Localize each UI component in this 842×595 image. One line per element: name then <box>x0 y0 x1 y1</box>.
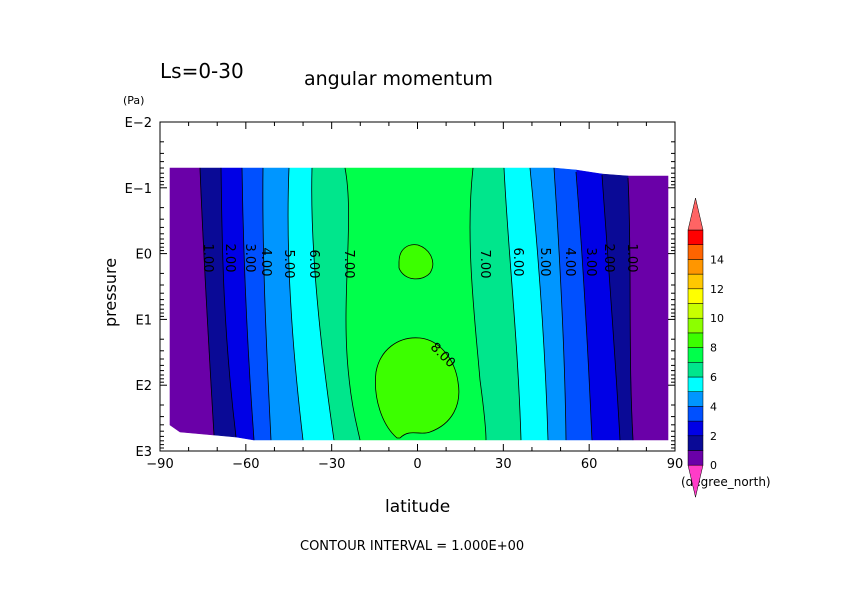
colorbar-swatch <box>687 450 704 466</box>
contour-band-0-1 <box>627 175 669 441</box>
colorbar-swatch <box>687 362 704 378</box>
chart-subtitle: Ls=0-30 <box>160 59 244 83</box>
colorbar-tick-label: 8 <box>710 342 717 355</box>
contour-line-8-center-small <box>398 244 434 280</box>
contour-label: 3.00 <box>242 244 257 273</box>
colorbar-under-triangle <box>687 464 704 498</box>
contour-fill <box>169 167 669 441</box>
x-tick-label: 60 <box>581 457 598 472</box>
contour-label: 1.00 <box>200 244 215 273</box>
colorbar-swatch <box>687 332 704 348</box>
y-tick-label: E0 <box>136 248 153 263</box>
x-tick-label: −30 <box>318 457 345 472</box>
contour-label: 7.00 <box>341 250 356 279</box>
x-unit-label: (degree_north) <box>681 475 771 489</box>
contour-line-4-right <box>553 167 567 441</box>
contour-label: 7.00 <box>477 250 492 279</box>
contour-line-1-right <box>627 177 634 441</box>
colorbar-tick-label: 4 <box>710 400 717 413</box>
colorbar-swatch <box>687 391 704 407</box>
x-tick-label: 0 <box>413 457 421 472</box>
colorbar-tick-label: 10 <box>710 312 724 325</box>
colorbar-swatch <box>687 406 704 422</box>
colorbar-swatch <box>687 376 704 392</box>
colorbar-swatch <box>687 244 704 260</box>
colorbar-tick-label: 2 <box>710 430 717 443</box>
contour-label: 5.00 <box>281 250 296 279</box>
contour-line-3-right <box>575 171 593 441</box>
colorbar-swatch <box>687 317 704 334</box>
contour-label: 2.00 <box>222 244 237 273</box>
colorbar: 0 2 4 6 8 10 12 14 <box>687 197 724 498</box>
y-tick-label: E1 <box>136 313 153 328</box>
colorbar-tick-label: 6 <box>710 371 717 384</box>
colorbar-swatch <box>687 259 704 275</box>
contour-line-8-center-large <box>375 337 460 439</box>
x-tick-label: 90 <box>667 457 684 472</box>
contour-line-1-left <box>199 167 215 436</box>
colorbar-swatch <box>687 229 704 245</box>
colorbar-tick-label: 12 <box>710 283 724 296</box>
contour-label: 4.00 <box>258 248 273 277</box>
y-unit-label: (Pa) <box>123 94 144 107</box>
contour-line-5-left <box>287 167 304 441</box>
contour-lines <box>199 167 634 441</box>
y-axis-label: pressure <box>101 258 120 327</box>
colorbar-swatch <box>687 288 704 304</box>
y-tick-label: E−1 <box>125 182 152 197</box>
x-tick-label: −60 <box>232 457 259 472</box>
colorbar-swatch <box>687 420 704 437</box>
contour-line-3-left <box>241 167 255 441</box>
contour-line-4-left <box>262 167 272 441</box>
colorbar-swatch <box>687 347 704 363</box>
colorbar-swatch <box>687 435 704 451</box>
contour-label: 6.00 <box>306 250 321 279</box>
contour-line-2-left <box>220 167 237 438</box>
x-tick-label: 30 <box>495 457 512 472</box>
contour-label: 3.00 <box>583 248 598 277</box>
x-axis-label: latitude <box>385 497 450 517</box>
chart-title: angular momentum <box>304 68 493 90</box>
colorbar-tick-label: 14 <box>710 253 724 266</box>
contour-line-6-left <box>311 167 335 441</box>
y-tick-label: E3 <box>136 445 153 460</box>
contour-line-7-left <box>344 167 361 441</box>
contour-label: 6.00 <box>510 248 525 277</box>
colorbar-swatch <box>687 303 704 319</box>
x-tick-label: −90 <box>146 457 173 472</box>
contour-line-2-right <box>601 174 621 441</box>
contour-label: 2.00 <box>601 244 616 273</box>
colorbar-tick-label: 0 <box>710 459 717 472</box>
contour-label: 1.00 <box>624 244 639 273</box>
y-tick-label: E−2 <box>125 116 152 131</box>
axes: −90 −60 −30 0 30 60 90 E−2 E−1 E0 E1 E2 E3 <box>125 116 684 472</box>
contour-labels: 1.00 2.00 3.00 4.00 5.00 6.00 7.008.007.00 6.00… <box>200 244 639 372</box>
contour-label: 5.00 <box>537 248 552 277</box>
y-tick-label: E2 <box>136 379 153 394</box>
contour-line-5-right <box>529 167 549 441</box>
colorbar-over-triangle <box>687 197 704 231</box>
contour-line-7-right <box>469 167 487 441</box>
contour-interval-label: CONTOUR INTERVAL = 1.000E+00 <box>300 539 524 554</box>
contour-label: 4.00 <box>562 248 577 277</box>
colorbar-swatch <box>687 273 704 290</box>
contour-line-6-right <box>503 167 522 441</box>
